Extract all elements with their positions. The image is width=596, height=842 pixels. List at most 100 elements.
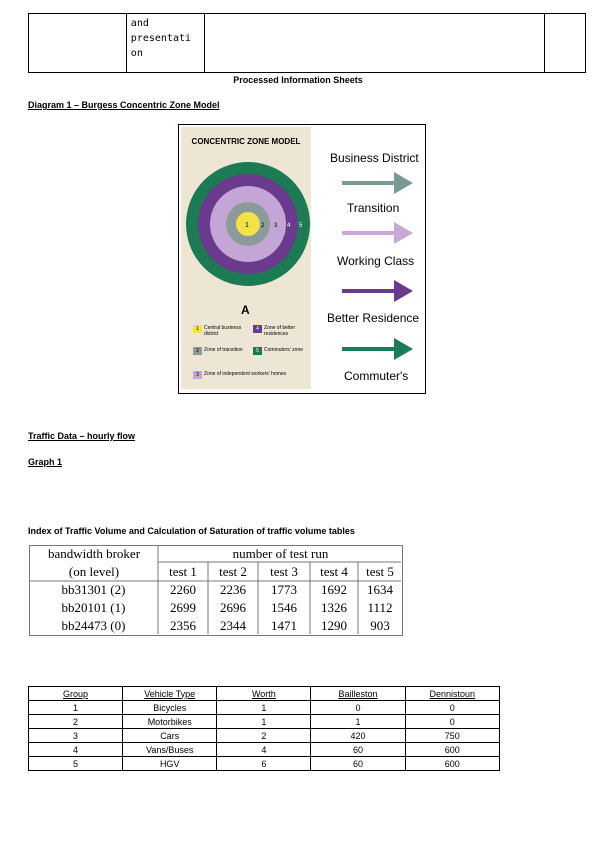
arrow-label-working-class: Working Class [337, 254, 415, 268]
top-table-cell-text: and presentati on [130, 18, 192, 59]
cell: 3 [27, 728, 124, 743]
cell: 2344 [220, 618, 246, 633]
run-header-left-1: bandwidth broker [47, 546, 141, 561]
cell: 2699 [170, 600, 196, 615]
graph-heading: Graph 1 [28, 457, 63, 467]
cell: Bicycles [122, 700, 218, 715]
cell: 1634 [367, 582, 393, 597]
test-run-table-frame [29, 545, 403, 636]
legend-text: Zone of transition [204, 347, 243, 353]
zone-letter: A [241, 303, 250, 317]
table-row: bb20101 (1) 2699 2696 1546 1326 1112 [29, 599, 402, 617]
cell: 5 [27, 756, 124, 771]
run-header-left-2: (on level) [68, 564, 120, 579]
legend-text: Central business district [204, 325, 242, 337]
cell: 1692 [321, 582, 347, 597]
row-label: bb24473 (0) [61, 618, 126, 633]
cell: 4 [216, 742, 312, 757]
test-header: test 5 [366, 564, 394, 579]
column-header: Vehicle Type [122, 686, 218, 701]
arrow-icon [342, 172, 413, 194]
cell: 2 [27, 714, 124, 729]
table-row: bb24473 (0) 2356 2344 1471 1290 903 [29, 617, 402, 635]
legend-swatch: 5 [253, 347, 262, 355]
row-label: bb31301 (2) [61, 582, 126, 597]
arrow-label-business-district: Business District [330, 151, 419, 165]
ring-number-5: 5 [299, 223, 303, 229]
cell: 600 [404, 742, 501, 757]
arrow-icon [342, 222, 413, 244]
cell: 2236 [220, 582, 246, 597]
cell: 1290 [321, 618, 347, 633]
arrow-icon [342, 338, 413, 360]
cell: 4 [27, 742, 124, 757]
ring-1 [236, 212, 260, 236]
run-header-right: number of test run [232, 546, 329, 561]
ring-number-3: 3 [274, 223, 278, 229]
top-table-cell-1 [28, 13, 127, 73]
test-header: test 2 [219, 564, 247, 579]
table-header-row: Group Vehicle Type Worth Bailleston Denn… [27, 686, 501, 701]
cell: 0 [404, 700, 501, 715]
top-table-cell-3 [203, 13, 546, 73]
ring-number-4: 4 [287, 223, 291, 229]
legend-text: Commuters' zone [264, 347, 304, 353]
legend-item-2: 2 Zone of transition [193, 347, 253, 355]
legend-text: Zone of independent workers' homes [204, 371, 287, 377]
concentric-zone-diagram: CONCENTRIC ZONE MODEL 1 2 3 4 5 A 1 Cent… [178, 124, 426, 394]
arrow-icon [342, 280, 413, 302]
top-table-cell-4 [544, 13, 586, 73]
cell: 0 [404, 714, 501, 729]
test-header: test 1 [169, 564, 197, 579]
cell: 1326 [321, 600, 347, 615]
table-row: 2 Motorbikes 1 1 0 [27, 714, 501, 729]
cell: 1 [216, 714, 312, 729]
arrow-label-commuters: Commuter's [344, 369, 409, 383]
cell: 60 [310, 756, 406, 771]
traffic-heading: Traffic Data – hourly flow [28, 431, 136, 441]
cell: 1 [310, 714, 406, 729]
index-heading: Index of Traffic Volume and Calculation … [28, 526, 355, 536]
diagram-panel: CONCENTRIC ZONE MODEL 1 2 3 4 5 A 1 Cent… [181, 127, 311, 389]
legend-swatch: 1 [193, 325, 202, 333]
legend-item-5: 5 Commuters' zone [253, 347, 308, 355]
table-row: 1 Bicycles 1 0 0 [27, 700, 501, 715]
cell: 1 [27, 700, 124, 715]
arrow-label-better-residence: Better Residence [327, 311, 420, 325]
column-header: Bailleston [310, 686, 406, 701]
run-table-body: bb31301 (2) 2260 2236 1773 1692 1634 bb2… [29, 581, 402, 635]
sheet-title: Processed Information Sheets [233, 75, 363, 85]
cell: 2 [216, 728, 312, 743]
cell: Vans/Buses [122, 742, 218, 757]
test-header: test 4 [320, 564, 348, 579]
legend-swatch: 4 [253, 325, 262, 333]
zone-rings: 1 2 3 4 5 [186, 162, 310, 286]
table-row: 5 HGV 6 60 600 [27, 756, 501, 771]
cell: 2356 [170, 618, 196, 633]
column-header: Group [27, 686, 124, 701]
cell: 1112 [367, 600, 393, 615]
cell: 600 [404, 756, 501, 771]
cell: 6 [216, 756, 312, 771]
cell: Motorbikes [122, 714, 218, 729]
cell: 60 [310, 742, 406, 757]
table-row: bb31301 (2) 2260 2236 1773 1692 1634 [29, 581, 402, 599]
cell: Cars [122, 728, 218, 743]
test-header: test 3 [270, 564, 298, 579]
legend-swatch: 3 [193, 371, 202, 379]
legend-item-4: 4 Zone of better residences [253, 325, 308, 337]
vehicle-table: Group Vehicle Type Worth Bailleston Denn… [27, 686, 501, 771]
table-row: 3 Cars 2 420 750 [27, 728, 501, 743]
run-table-left-header: bandwidth broker (on level) [29, 545, 159, 581]
cell: 2696 [220, 600, 246, 615]
legend-item-3: 3 Zone of independent workers' homes [193, 371, 311, 379]
top-table: and presentati on [28, 13, 586, 73]
cell: 1471 [271, 618, 297, 633]
run-test-headers: test 1 test 2 test 3 test 4 test 5 [158, 563, 402, 580]
test-run-table-lines [29, 545, 401, 634]
table-row: 4 Vans/Buses 4 60 600 [27, 742, 501, 757]
cell: 1773 [271, 582, 297, 597]
legend-item-1: 1 Central business district [193, 325, 253, 337]
ring-number-1: 1 [245, 222, 249, 229]
cell: 903 [370, 618, 390, 633]
